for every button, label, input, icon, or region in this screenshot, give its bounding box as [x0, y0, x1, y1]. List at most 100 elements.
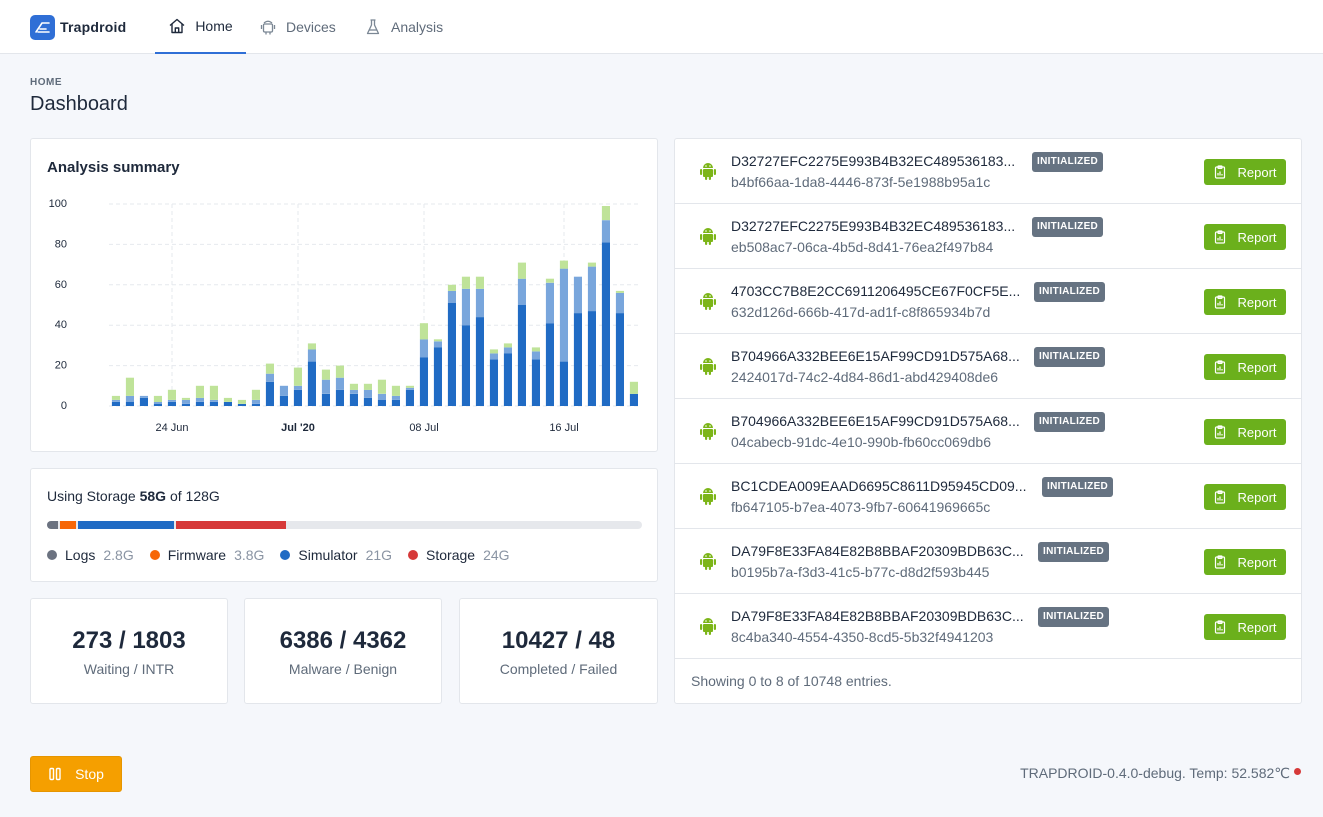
android-icon	[699, 486, 717, 506]
chart-bar	[587, 266, 596, 311]
device-hash[interactable]: B704966A332BEE6E15AF99CD91D575A68...	[731, 413, 1020, 429]
stat-value-waiting: 273 / 1803	[72, 627, 186, 654]
report-button[interactable]: Report	[1204, 224, 1286, 250]
report-button[interactable]: Report	[1204, 289, 1286, 315]
chart-bar	[349, 393, 358, 406]
analysis-summary-card: Analysis summary 0 20 40 60 80 100 24 Jun Jul '…	[30, 138, 658, 452]
device-uuid: 2424017d-74c2-4d84-86d1-abd429408de6	[731, 369, 999, 385]
legend-label-logs: Logs	[65, 547, 96, 563]
chart-bar	[587, 311, 596, 406]
chart-bar	[545, 278, 554, 283]
chart-bar	[615, 290, 624, 293]
chart-ytick-label: 20	[55, 360, 67, 372]
device-row: D32727EFC2275E993B4B32EC489536183... INIT…	[675, 139, 1301, 204]
device-hash[interactable]: 4703CC7B8E2CC6911206495CE67F0CF5E...	[731, 283, 1021, 299]
chart-bar	[377, 393, 386, 400]
chart-xtick-label: 16 Jul	[549, 422, 578, 434]
chart-bar	[321, 379, 330, 394]
chart-bar	[531, 359, 540, 406]
chart-bar	[279, 395, 288, 406]
chart-bar	[153, 395, 162, 402]
chart-bar	[125, 395, 134, 402]
nav-analysis[interactable]: Analysis	[364, 0, 443, 54]
chart-bar	[209, 399, 218, 402]
report-button[interactable]: Report	[1204, 354, 1286, 380]
device-hash[interactable]: D32727EFC2275E993B4B32EC489536183...	[731, 153, 1016, 169]
chart-xtick-label: 08 Jul	[409, 422, 438, 434]
report-button[interactable]: Report	[1204, 159, 1286, 185]
report-button-label: Report	[1237, 489, 1277, 505]
android-icon	[699, 226, 717, 246]
device-hash[interactable]: B704966A332BEE6E15AF99CD91D575A68...	[731, 348, 1020, 364]
chart-bar	[391, 385, 400, 396]
chart-bar	[629, 381, 638, 394]
stat-card-malware: 6386 / 4362 Malware / Benign	[244, 598, 442, 704]
chart-bar	[461, 325, 470, 406]
clipboard-icon	[1213, 555, 1227, 569]
chart-bar	[405, 389, 414, 406]
chart-bar	[223, 402, 232, 406]
chart-bar	[363, 389, 372, 398]
chart-bar	[139, 395, 148, 398]
clipboard-icon	[1213, 620, 1227, 634]
storage-legend: Logs 2.8G Firmware 3.8G Simulator 21G St…	[47, 547, 526, 563]
device-uuid: 8c4ba340-4554-4350-8cd5-5b32f4941203	[731, 629, 994, 645]
chart-bar	[419, 323, 428, 340]
clipboard-icon	[1213, 295, 1227, 309]
storage-segment-simulator	[78, 521, 174, 529]
chart-bar	[503, 353, 512, 406]
nav-home[interactable]: Home	[155, 0, 246, 54]
device-uuid: b4bf66aa-1da8-4446-873f-5e1988b95a1c	[731, 174, 991, 190]
legend-label-firmware: Firmware	[167, 547, 227, 563]
legend-dot-logs	[47, 550, 57, 560]
chart-bar	[321, 393, 330, 406]
chart-bar	[167, 399, 176, 402]
android-icon	[699, 356, 717, 376]
android-icon	[699, 421, 717, 441]
report-button[interactable]: Report	[1204, 484, 1286, 510]
status-badge: INITIALIZED	[1034, 412, 1106, 432]
device-hash[interactable]: DA79F8E33FA84E82B8BBAF20309BDB63C...	[731, 608, 1024, 624]
report-button-label: Report	[1237, 424, 1277, 440]
device-row: B704966A332BEE6E15AF99CD91D575A68... INIT…	[675, 334, 1301, 399]
chart-bar	[111, 399, 120, 402]
brand[interactable]: Trapdroid	[30, 14, 126, 40]
device-hash[interactable]: D32727EFC2275E993B4B32EC489536183...	[731, 218, 1016, 234]
chart-bar	[279, 385, 288, 396]
storage-segment-firmware	[60, 521, 76, 529]
device-row: 4703CC7B8E2CC6911206495CE67F0CF5E... INIT…	[675, 269, 1301, 334]
report-button[interactable]: Report	[1204, 614, 1286, 640]
chart-bar	[545, 323, 554, 406]
stat-value-malware: 6386 / 4362	[279, 627, 407, 654]
chart-bar	[573, 276, 582, 314]
flask-icon	[364, 18, 382, 36]
chart-bar	[377, 399, 386, 406]
page-pretitle: HOME	[30, 77, 62, 88]
chart-bar	[293, 385, 302, 390]
chart-bar	[531, 351, 540, 360]
chart-bar	[405, 387, 414, 390]
device-hash[interactable]: BC1CDEA009EAAD6695C8611D95945CD09...	[731, 478, 1027, 494]
status-badge: INITIALIZED	[1032, 152, 1104, 172]
chart-bar	[265, 373, 274, 382]
nav-devices[interactable]: Devices	[259, 0, 336, 54]
stop-button[interactable]: Stop	[30, 756, 122, 792]
nav-devices-label: Devices	[286, 19, 336, 35]
device-row: B704966A332BEE6E15AF99CD91D575A68... INIT…	[675, 399, 1301, 464]
chart-bar	[615, 292, 624, 314]
device-row: DA79F8E33FA84E82B8BBAF20309BDB63C... INIT…	[675, 594, 1301, 659]
pause-icon	[48, 767, 62, 781]
stat-card-completed: 10427 / 48 Completed / Failed	[459, 598, 658, 704]
report-button[interactable]: Report	[1204, 549, 1286, 575]
chart-bar	[587, 262, 596, 267]
chart-bar	[447, 284, 456, 291]
chart-bar	[573, 313, 582, 406]
legend-value-storage: 24G	[483, 547, 510, 563]
chart-bar	[195, 385, 204, 398]
chart-bar	[433, 341, 442, 348]
report-button[interactable]: Report	[1204, 419, 1286, 445]
device-hash[interactable]: DA79F8E33FA84E82B8BBAF20309BDB63C...	[731, 543, 1024, 559]
storage-suffix: of 128G	[169, 488, 220, 504]
legend-label-storage: Storage	[426, 547, 476, 563]
chart-ytick-label: 60	[55, 279, 67, 291]
